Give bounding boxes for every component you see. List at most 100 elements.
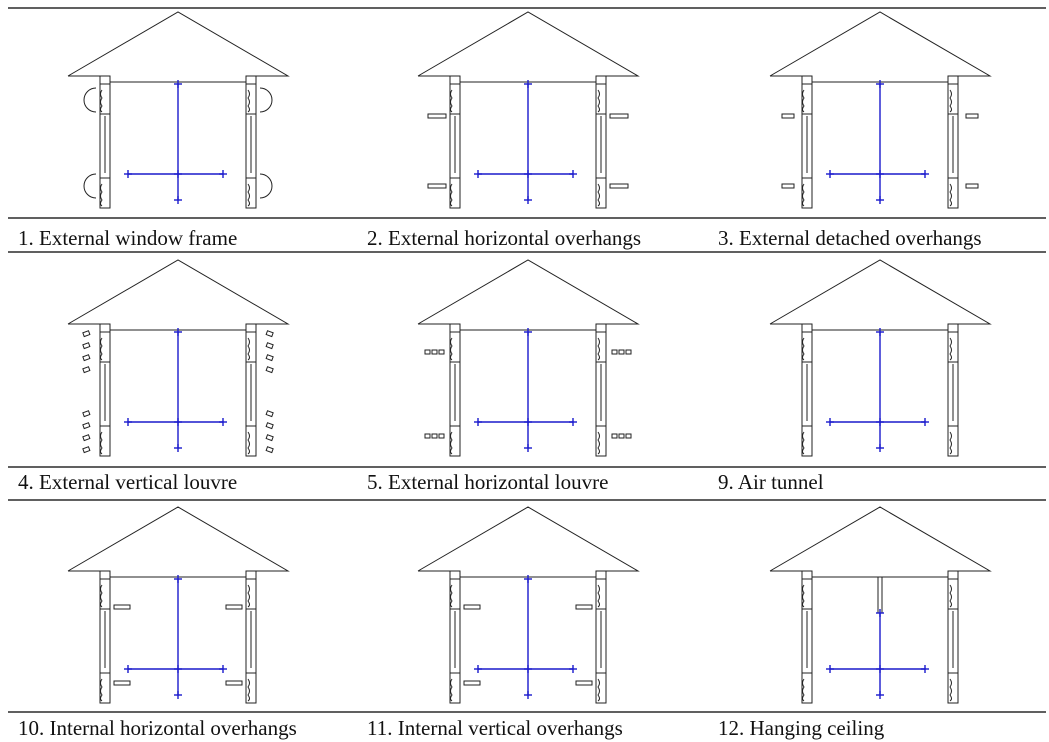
louvre bbox=[83, 447, 90, 453]
frame-detail bbox=[950, 585, 952, 607]
frame-ornament bbox=[260, 88, 272, 112]
frame-detail bbox=[248, 432, 250, 454]
frame-detail bbox=[598, 432, 600, 454]
window-frame bbox=[246, 84, 256, 114]
frame-detail bbox=[803, 90, 805, 112]
overhang bbox=[114, 681, 130, 685]
louvre bbox=[266, 411, 273, 417]
frame-detail bbox=[950, 90, 952, 112]
roof bbox=[770, 507, 990, 577]
louvre bbox=[266, 423, 273, 429]
caption: 5. External horizontal louvre bbox=[367, 470, 608, 494]
window-frame bbox=[246, 673, 256, 703]
window-frame bbox=[948, 579, 958, 609]
window-frame bbox=[596, 673, 606, 703]
frame-detail bbox=[248, 585, 250, 607]
frame-detail bbox=[598, 90, 600, 112]
frame-detail bbox=[451, 679, 453, 701]
window-frame bbox=[246, 178, 256, 208]
overhang bbox=[428, 114, 446, 118]
overhang bbox=[966, 114, 978, 118]
frame-detail bbox=[803, 432, 805, 454]
caption: 2. External horizontal overhangs bbox=[367, 226, 641, 250]
frame-detail bbox=[598, 679, 600, 701]
frame-detail bbox=[248, 90, 250, 112]
frame-detail bbox=[248, 184, 250, 206]
caption: 10. Internal horizontal overhangs bbox=[18, 716, 297, 740]
window-frame bbox=[596, 426, 606, 456]
overhang bbox=[782, 114, 794, 118]
window-frame bbox=[246, 579, 256, 609]
roof bbox=[68, 12, 288, 82]
overhang bbox=[226, 605, 242, 609]
roof bbox=[418, 12, 638, 82]
roof bbox=[418, 260, 638, 330]
caption: 3. External detached overhangs bbox=[718, 226, 982, 250]
louvre bbox=[619, 434, 624, 438]
overhang bbox=[226, 681, 242, 685]
louvre bbox=[425, 350, 430, 354]
overhang bbox=[464, 681, 480, 685]
frame-detail bbox=[803, 184, 805, 206]
overhang bbox=[576, 605, 592, 609]
frame-detail bbox=[248, 338, 250, 360]
window-frame bbox=[246, 332, 256, 362]
window-frame bbox=[596, 178, 606, 208]
window-frame bbox=[948, 84, 958, 114]
caption: 11. Internal vertical overhangs bbox=[367, 716, 623, 740]
louvre bbox=[266, 367, 273, 373]
roof bbox=[770, 260, 990, 330]
window-frame bbox=[948, 426, 958, 456]
frame-ornament bbox=[260, 174, 272, 198]
frame-detail bbox=[248, 679, 250, 701]
frame-detail bbox=[451, 432, 453, 454]
window-frame bbox=[246, 426, 256, 456]
frame-detail bbox=[101, 679, 103, 701]
frame-detail bbox=[101, 432, 103, 454]
window-frame bbox=[596, 84, 606, 114]
frame-detail bbox=[598, 184, 600, 206]
frame-detail bbox=[101, 585, 103, 607]
frame-ornament bbox=[84, 88, 96, 112]
frame-detail bbox=[598, 585, 600, 607]
louvre bbox=[266, 355, 273, 361]
frame-detail bbox=[598, 338, 600, 360]
caption: 9. Air tunnel bbox=[718, 470, 824, 494]
frame-detail bbox=[950, 338, 952, 360]
frame-detail bbox=[950, 432, 952, 454]
figure bbox=[0, 0, 1049, 742]
roof bbox=[68, 260, 288, 330]
window-frame bbox=[948, 673, 958, 703]
louvre bbox=[83, 331, 90, 337]
window-frame bbox=[596, 579, 606, 609]
roof bbox=[418, 507, 638, 577]
frame-detail bbox=[451, 184, 453, 206]
louvre bbox=[432, 434, 437, 438]
caption: 12. Hanging ceiling bbox=[718, 716, 884, 740]
window-frame bbox=[596, 332, 606, 362]
overhang bbox=[464, 605, 480, 609]
louvre bbox=[266, 435, 273, 441]
overhang bbox=[610, 184, 628, 188]
frame-ornament bbox=[84, 174, 96, 198]
frame-detail bbox=[950, 184, 952, 206]
roof bbox=[770, 12, 990, 82]
frame-detail bbox=[451, 338, 453, 360]
louvre bbox=[83, 423, 90, 429]
louvre bbox=[619, 350, 624, 354]
louvre bbox=[266, 343, 273, 349]
frame-detail bbox=[451, 90, 453, 112]
frame-detail bbox=[101, 90, 103, 112]
overhang bbox=[576, 681, 592, 685]
louvre bbox=[626, 434, 631, 438]
window-frame bbox=[948, 178, 958, 208]
roof bbox=[68, 507, 288, 577]
louvre bbox=[425, 434, 430, 438]
page: {"rows": [ ["1. External window frame", … bbox=[0, 0, 1049, 742]
louvre bbox=[266, 447, 273, 453]
louvre bbox=[432, 350, 437, 354]
louvre bbox=[439, 350, 444, 354]
overhang bbox=[966, 184, 978, 188]
frame-detail bbox=[803, 585, 805, 607]
frame-detail bbox=[451, 585, 453, 607]
